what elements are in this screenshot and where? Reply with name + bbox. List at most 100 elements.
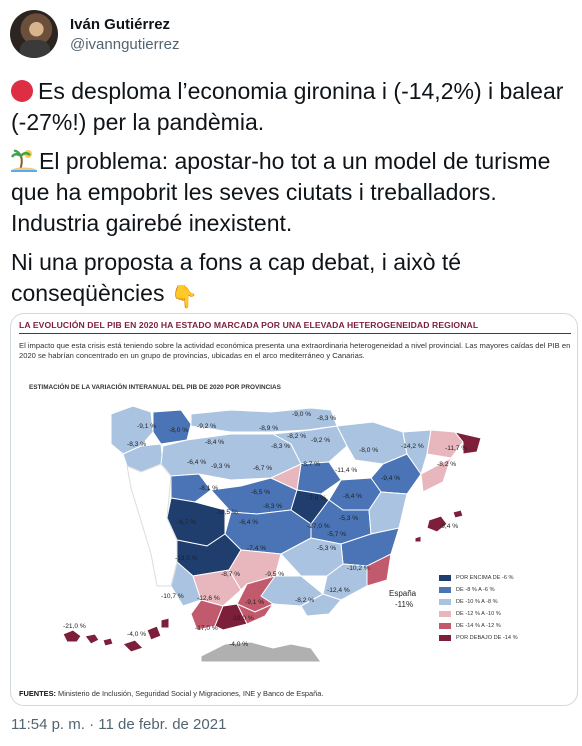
province-shape [200,641,322,663]
province-value-label: -5,3 % [339,515,358,522]
province-value-label: -11,4 % [335,467,357,474]
province-value-label: -9,0 % [292,411,311,418]
province-shape [102,637,114,647]
spain-label: España [389,589,417,598]
tweet-text-line-1: Es desploma l’economia gironina i (-14,2… [11,78,564,135]
province-shape [190,599,224,631]
province-value-label: -8,2 % [295,597,314,604]
province-shape [192,569,242,607]
province-value-label: -9,4 % [381,475,400,482]
province-shape [122,639,144,653]
desert-island-icon [10,148,37,173]
legend-swatch [439,635,451,641]
province-value-label: -4,0 % [127,631,146,638]
province-value-label: -8,3 % [271,443,290,450]
avatar[interactable] [10,10,58,58]
province-value-label: -8,4 % [205,439,224,446]
province-shape [62,629,82,643]
tweet-paragraph-2: El problema: apostar-ho tot a un model d… [10,146,573,239]
red-circle-icon [11,80,33,102]
tweet-text-line-3: Ni una proposta a fons a cap debat, i ai… [11,249,462,306]
province-value-label: -17,0 % [195,625,218,632]
legend-swatch [439,623,451,629]
province-value-label: -21,0 % [63,623,86,630]
province-shape [426,515,448,533]
spain-province-map: -9,0 % -8,3 % -9,1 % -8,0 % -9,2 % -8,9 % -8,2… [62,405,482,663]
legend-item: DE -14 % A -12 % [439,620,518,632]
province-value-label: -6,4 % [239,519,258,526]
legend-swatch [439,611,451,617]
province-value-label: -13,5 % [175,555,198,562]
province-value-label: -10,7 % [161,593,184,600]
legend-label: DE -8 % A -6 % [456,587,495,593]
province-shape [414,535,422,543]
province-shape [368,491,408,535]
province-value-label: -19,0 % [231,615,254,622]
legend-item: DE -8 % A -6 % [439,584,518,596]
province-value-label: -6,5 % [251,489,270,496]
province-labels: -9,0 % -8,3 % -9,1 % -8,0 % -9,2 % -8,9 % -8,2… [63,411,467,648]
legend-item: DE -10 % A -8 % [439,596,518,608]
province-shape [110,405,154,455]
legend-swatch [439,575,451,581]
author-handle[interactable]: @ivanngutierrez [70,36,180,53]
province-value-label: -8,2 % [287,433,306,440]
province-value-label: -6,7 % [253,465,272,472]
tweet-timestamp[interactable]: 11:54 p. m. · 11 de febr. de 2021 [11,716,227,733]
province-value-label: -9,3 % [211,463,230,470]
province-shape [126,463,178,587]
province-shape [300,593,342,617]
province-shapes [62,405,482,663]
province-value-label: -10,5 % [215,509,238,516]
province-value-label: -8,7 % [301,461,320,468]
province-value-label: -5,7 % [327,531,346,538]
title-divider [19,333,571,334]
province-value-label: -12,4 % [327,587,350,594]
province-value-label: -9,2 % [197,423,216,430]
province-shape [84,633,100,645]
legend-label: DE -14 % A -12 % [456,623,501,629]
map-legend: POR ENCIMA DE -6 % DE -8 % A -6 % DE -10… [439,572,518,644]
card-description: El impacto que esta crisis está teniendo… [19,341,571,360]
legend-label: POR DEBAJO DE -14 % [456,635,518,641]
province-value-label: -12,6 % [197,595,220,602]
province-value-label: -8,4 % [343,493,362,500]
province-value-label: -7,0 % [307,495,326,502]
tweet-paragraph-1: Es desploma l’economia gironina i (-14,2… [11,76,573,138]
spain-value: -11% [395,600,414,609]
legend-swatch [439,587,451,593]
legend-label: DE -10 % A -8 % [456,599,498,605]
legend-item: POR DEBAJO DE -14 % [439,632,518,644]
province-value-label: -9,2 % [311,437,330,444]
sources-label: FUENTES: [19,689,56,698]
card-title: LA EVOLUCIÓN DEL PIB EN 2020 HA ESTADO M… [19,320,479,330]
sources-text: Ministerio de Inclusión, Seguridad Socia… [58,689,324,698]
province-shape [160,617,170,629]
province-value-label: -8,3 % [263,503,282,510]
sources-note: FUENTES: Ministerio de Inclusión, Seguri… [19,689,323,698]
tweet-text: Es desploma l’economia gironina i (-14,2… [10,76,573,320]
province-value-label: -8,9 % [259,425,278,432]
legend-label: POR ENCIMA DE -6 % [456,575,514,581]
province-shape [269,463,302,491]
legend-label: DE -12 % A -10 % [456,611,501,617]
province-shape [452,509,464,519]
legend-item: POR ENCIMA DE -6 % [439,572,518,584]
tweet-text-line-2: El problema: apostar-ho tot a un model d… [11,148,551,236]
province-shape [420,456,452,493]
province-value-label: -8,0 % [169,427,188,434]
province-shape [402,429,432,476]
province-value-label: -9,4 % [439,523,458,530]
province-value-label: -8,3 % [127,441,146,448]
province-value-label: -11,7 % [445,445,467,452]
author-name[interactable]: Iván Gutiérrez [70,16,171,33]
province-value-label: -8,1 % [199,485,218,492]
media-card[interactable]: LA EVOLUCIÓN DEL PIB EN 2020 HA ESTADO M… [10,313,578,706]
province-value-label: -9,5 % [265,571,284,578]
province-shape [170,473,212,503]
province-value-label: -14,2 % [401,443,424,450]
province-value-label: -10,2 % [347,565,370,572]
province-value-label: -4,0 % [229,641,248,648]
province-shape [426,429,464,459]
province-value-label: -27,0 % [307,523,330,530]
